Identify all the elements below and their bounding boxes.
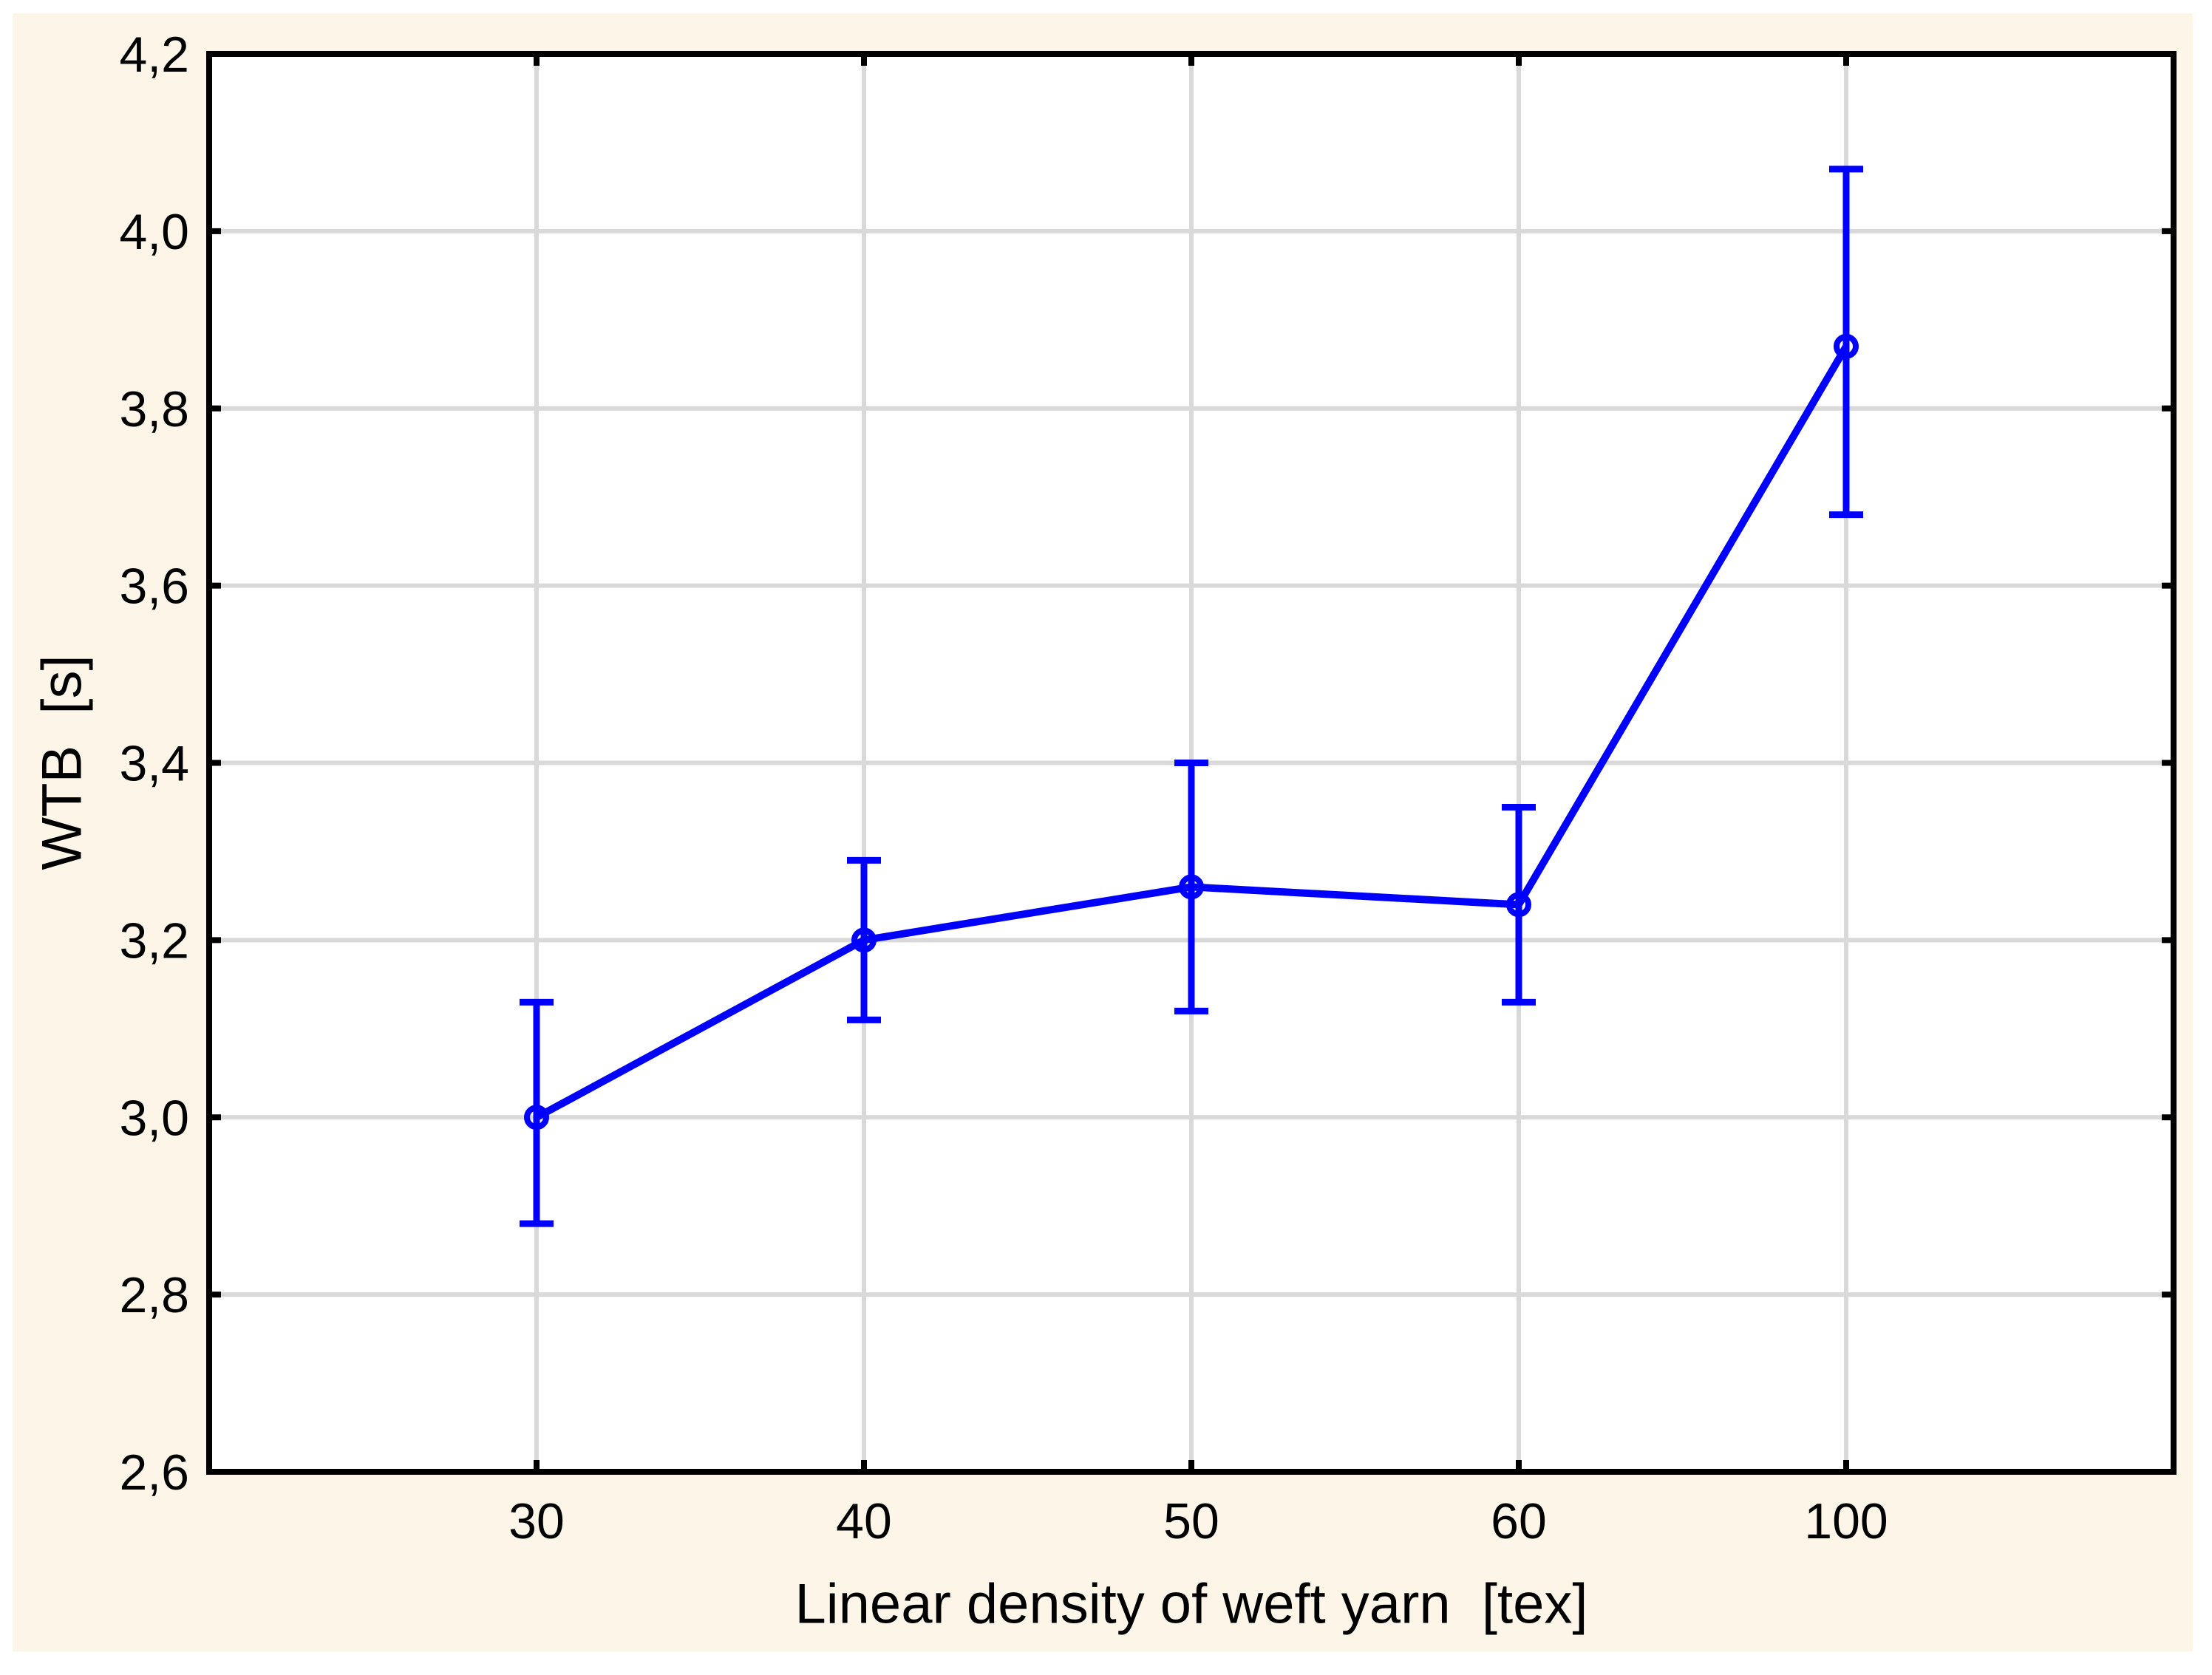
x-tick-label: 100 <box>1804 1493 1888 1549</box>
plot-frame <box>206 51 2177 1475</box>
x-tick-label: 50 <box>1163 1493 1219 1549</box>
x-tick-label: 40 <box>836 1493 892 1549</box>
data-point-marker <box>1834 333 1859 359</box>
x-tick-label: 60 <box>1491 1493 1547 1549</box>
data-point-marker <box>851 927 877 953</box>
y-tick-label: 2,8 <box>119 1267 189 1323</box>
data-point-marker <box>524 1105 549 1130</box>
y-axis-title: WTB [s] <box>30 655 94 870</box>
y-tick-label: 4,0 <box>119 204 189 260</box>
y-tick-label: 3,0 <box>119 1090 189 1146</box>
x-axis-title: Linear density of weft yarn [tex] <box>794 1572 1588 1636</box>
y-tick-label: 3,6 <box>119 559 189 615</box>
data-point-marker <box>1179 874 1204 900</box>
y-tick-label: 2,6 <box>119 1444 189 1501</box>
y-tick-label: 3,2 <box>119 912 189 969</box>
y-tick-label: 3,8 <box>119 381 189 437</box>
series-line <box>534 344 1850 1121</box>
x-tick-label: 30 <box>508 1493 565 1549</box>
y-tick-label: 3,4 <box>119 736 189 792</box>
data-point-marker <box>1506 892 1531 918</box>
y-tick-label: 4,2 <box>119 27 189 83</box>
